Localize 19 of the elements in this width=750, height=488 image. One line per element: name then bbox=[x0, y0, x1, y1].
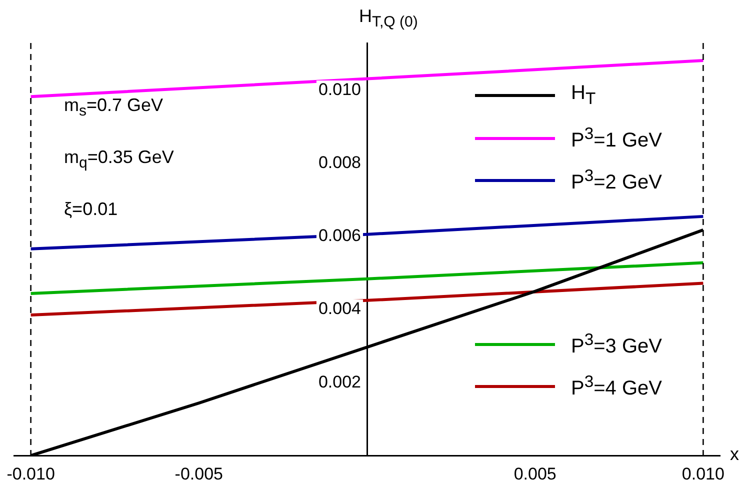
x-tick-label: 0.010 bbox=[682, 464, 724, 484]
y-tick-label: 0.002 bbox=[318, 372, 361, 392]
x-tick-label: -0.005 bbox=[174, 464, 224, 484]
legend-label: P$^{3}$=1 GeV bbox=[571, 124, 662, 153]
y-tick-label: 0.004 bbox=[318, 299, 361, 318]
annotation: ξ=0.01 bbox=[64, 199, 118, 220]
y-tick-label: 0.010 bbox=[318, 80, 361, 100]
y-axis-title: H$_{T,Q (0)}$ bbox=[359, 6, 418, 31]
legend-label: P$^{3}$=4 GeV bbox=[571, 372, 662, 401]
legend-label: H$_{T}$ bbox=[571, 82, 596, 109]
annotation: m$_{q}$=0.35 GeV bbox=[64, 147, 174, 172]
legend-label: P$^{3}$=2 GeV bbox=[571, 166, 662, 195]
x-tick-label: -0.010 bbox=[6, 464, 55, 484]
y-tick-label: 0.008 bbox=[318, 153, 361, 172]
legend-label: P$^{3}$=3 GeV bbox=[571, 330, 662, 359]
x-axis-title: x bbox=[730, 444, 739, 465]
annotation: m$_{s}$=0.7 GeV bbox=[64, 95, 164, 120]
x-tick-label: 0.005 bbox=[514, 464, 556, 484]
y-tick-label: 0.006 bbox=[318, 226, 361, 246]
